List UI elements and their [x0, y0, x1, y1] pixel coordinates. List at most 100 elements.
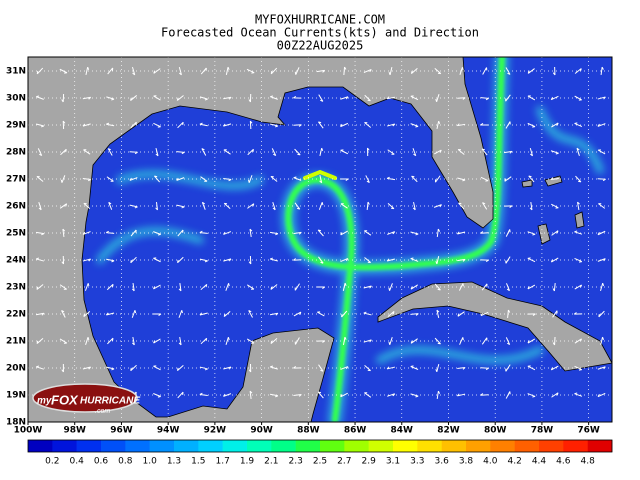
arrow	[270, 67, 278, 75]
arrow	[480, 231, 489, 234]
arrow	[340, 203, 348, 209]
arrow	[246, 284, 255, 290]
arrow	[82, 96, 92, 100]
arrow	[387, 393, 396, 397]
arrow	[82, 231, 91, 235]
colorbar-label: 4.2	[508, 457, 522, 467]
arrow	[248, 93, 252, 103]
arrow	[410, 284, 419, 290]
arrow	[106, 96, 115, 101]
colorbar-cell	[247, 440, 272, 452]
arrow	[410, 338, 418, 344]
arrow	[177, 121, 184, 129]
arrow	[480, 97, 489, 101]
arrow	[129, 204, 138, 209]
arrow	[388, 283, 393, 291]
arrow	[577, 201, 580, 211]
arrow	[199, 122, 208, 127]
arrow	[316, 69, 326, 73]
arrow	[317, 229, 324, 237]
arrow	[503, 205, 513, 208]
lat-label: 21N	[6, 337, 26, 347]
arrow	[36, 365, 44, 370]
arrow	[550, 203, 559, 209]
arrow	[223, 96, 232, 100]
lat-label: 28N	[6, 148, 26, 158]
arrow	[457, 366, 466, 370]
colorbar-label: 2.3	[289, 457, 303, 467]
arrow	[504, 176, 512, 182]
arrow	[363, 311, 372, 316]
arrow	[82, 177, 91, 182]
colorbar-label: 2.5	[313, 457, 327, 467]
arrow	[457, 177, 466, 182]
arrow	[130, 256, 137, 264]
axes: 100W 98W 96W 94W 92W 90W 88W 86W 84W 82W 80W 78W 76W…	[6, 67, 600, 436]
arrow	[199, 96, 208, 101]
arrow	[366, 201, 370, 211]
arrow	[131, 282, 135, 292]
arrow	[293, 393, 302, 397]
arrow	[550, 365, 559, 371]
arrow	[318, 364, 324, 372]
lon-label: 76W	[577, 426, 600, 436]
arrow	[527, 313, 536, 316]
colorbar-cell	[393, 440, 418, 452]
arrow	[36, 67, 44, 75]
arrow	[106, 283, 114, 291]
arrow	[176, 151, 185, 155]
arrow	[223, 202, 231, 209]
colorbar-label: 0.8	[118, 457, 133, 467]
arrow	[130, 121, 137, 129]
arrow	[269, 393, 279, 398]
colorbar-cell	[514, 440, 540, 452]
arrow	[364, 392, 372, 398]
colorbar-cell	[198, 440, 223, 452]
colorbar-label: 3.8	[459, 457, 474, 467]
arrow	[153, 313, 162, 317]
colorbar-label: 1.9	[240, 457, 255, 467]
arrow	[527, 122, 536, 128]
colorbar-cell	[466, 440, 491, 452]
arrow	[177, 256, 184, 264]
arrow	[270, 95, 278, 100]
arrow	[481, 148, 488, 156]
arrow	[507, 309, 511, 319]
arrow	[59, 338, 68, 344]
arrow	[529, 148, 534, 157]
arrow	[386, 176, 396, 181]
logo-brand: FOX	[51, 392, 79, 407]
arrow	[176, 364, 184, 372]
colorbar-label: 0.6	[94, 457, 109, 467]
arrow	[62, 120, 66, 130]
arrow	[550, 95, 559, 101]
arrow	[340, 366, 349, 370]
arrow	[505, 67, 511, 75]
title: MYFOXHURRICANE.COM	[255, 13, 385, 27]
arrow	[249, 390, 253, 400]
lat-label: 22N	[6, 310, 26, 320]
lat-label: 25N	[6, 229, 26, 239]
arrow	[458, 202, 465, 210]
arrow	[456, 231, 466, 235]
arrow	[35, 231, 45, 236]
arrow	[199, 366, 208, 371]
arrow	[600, 282, 605, 291]
arrow	[552, 310, 558, 318]
arrow	[574, 284, 583, 290]
arrow	[293, 258, 302, 261]
arrow	[83, 149, 91, 155]
arrow	[574, 365, 583, 371]
arrow	[60, 148, 67, 156]
lat-label: 24N	[6, 256, 26, 266]
arrow	[131, 336, 135, 346]
lat-label: 18N	[6, 418, 26, 428]
colorbar: 0.2 0.4 0.6 0.8 1.0 1.3 1.5 1.7 1.9 2.1 2.3 2.5 2.7 2…	[27, 439, 613, 467]
lat-label: 29N	[6, 121, 26, 131]
arrow	[410, 313, 419, 316]
arrow	[154, 175, 160, 183]
arrow	[37, 148, 43, 157]
colorbar-label: 2.1	[264, 457, 278, 467]
logo-prefix: my	[37, 396, 52, 407]
arrow	[410, 365, 419, 370]
